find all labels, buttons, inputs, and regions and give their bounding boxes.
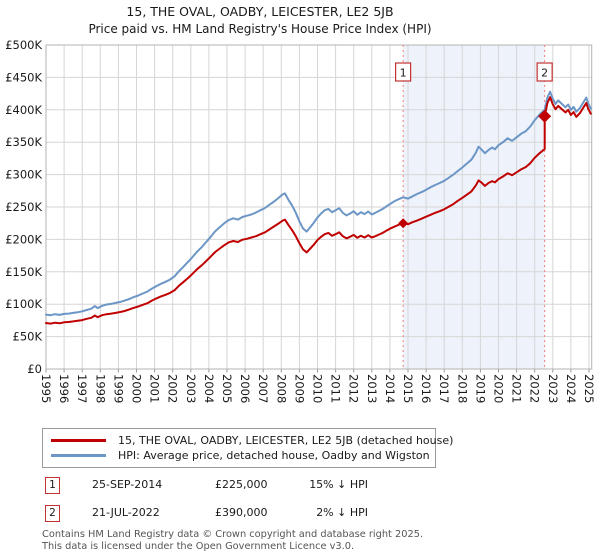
sale-flag-box-2 [536,62,553,82]
y-tick-label: £350K [5,135,42,149]
x-tick-label: 2020 [492,374,506,403]
sale-price-2: £390,000 [215,506,268,519]
sale-flag-box-1 [395,62,412,82]
sale-delta-2: 2% ↓ HPI [316,506,368,519]
x-tick-label: 1999 [111,374,125,403]
licence-line-2: This data is licensed under the Open Gov… [42,540,355,552]
sale-delta-1: 15% ↓ HPI [309,478,368,491]
licence-line-1: Contains HM Land Registry data © Crown c… [42,529,424,540]
chart-legend: 15, THE OVAL, OADBY, LEICESTER, LE2 5JB … [42,428,453,468]
x-tick-label: 2019 [473,374,487,403]
sale-date-2: 21-JUL-2022 [92,506,160,519]
y-tick-label: £100K [5,297,42,311]
x-tick-label: 1997 [75,374,89,403]
y-tick-label: £250K [5,200,42,214]
price-line [45,96,592,325]
x-tick-label: 2021 [510,374,524,403]
x-tick-label: 2014 [383,374,397,403]
sale-point-2 [538,109,552,123]
sale-flag-2: 2 [45,505,60,522]
sale-flag-number-1: 1 [400,67,407,80]
x-tick-label: 2018 [455,374,469,403]
y-tick-label: £400K [5,103,42,117]
legend-item-hpi: HPI: Average price, detached house, Oadb… [43,449,435,462]
sale-flag-number-2: 2 [541,67,548,80]
price-line-swatch [51,438,106,442]
sale-price-1: £225,000 [215,478,268,491]
x-tick-label: 1998 [93,374,107,403]
x-tick-label: 2023 [546,374,560,403]
y-tick-label: £300K [5,168,42,182]
y-tick-label: £50K [13,330,43,344]
x-tick-label: 2022 [528,374,542,403]
x-tick-label: 2007 [256,374,270,403]
x-tick-label: 2011 [329,374,343,403]
x-tick-label: 2003 [184,374,198,403]
x-tick-label: 2010 [311,374,325,403]
x-tick-label: 2015 [401,374,415,403]
x-tick-label: 2017 [437,374,451,403]
hpi-line [45,90,592,317]
legend-label-price: 15, THE OVAL, OADBY, LEICESTER, LE2 5JB … [118,433,454,447]
y-tick-label: £500K [5,38,42,52]
x-tick-label: 2002 [166,374,180,403]
y-tick-label: £150K [5,265,42,279]
page-subtitle: Price paid vs. HM Land Registry's House … [88,22,432,36]
x-tick-label: 2009 [292,374,306,403]
x-tick-label: 2000 [130,374,144,403]
sale-row-2: 2 21-JUL-2022 £390,000 2% ↓ HPI [0,505,600,522]
y-tick-label: £450K [5,70,42,84]
x-tick-label: 1995 [39,374,53,403]
sale-flag-1: 1 [45,477,60,494]
legend-label-hpi: HPI: Average price, detached house, Oadb… [118,449,430,463]
sale-point-1 [398,218,409,229]
x-tick-label: 2001 [148,374,162,403]
x-tick-label: 2005 [220,374,234,403]
x-tick-label: 2012 [347,374,361,403]
sale-date-1: 25-SEP-2014 [92,478,163,491]
x-tick-label: 2025 [582,374,596,403]
legend-item-price: 15, THE OVAL, OADBY, LEICESTER, LE2 5JB … [43,434,453,447]
x-tick-label: 1996 [57,374,71,403]
x-tick-label: 2004 [202,374,216,403]
licence-footer: Contains HM Land Registry data © Crown c… [42,529,423,552]
hpi-line-swatch [51,454,106,458]
x-tick-label: 2008 [274,374,288,403]
x-tick-label: 2013 [365,374,379,403]
y-tick-label: £200K [5,232,42,246]
x-tick-label: 2016 [419,374,433,403]
plot-border [45,44,593,370]
page-title: 15, THE OVAL, OADBY, LEICESTER, LE2 5JB [126,4,394,19]
x-tick-label: 2024 [564,374,578,403]
y-tick-label: £0 [27,362,42,376]
price-history-chart: £0 £50K £100K £150K £200K £250K £300K £350K £400… [5,38,596,403]
x-tick-label: 2006 [238,374,252,403]
sale-row-1: 1 25-SEP-2014 £225,000 15% ↓ HPI [0,477,600,494]
